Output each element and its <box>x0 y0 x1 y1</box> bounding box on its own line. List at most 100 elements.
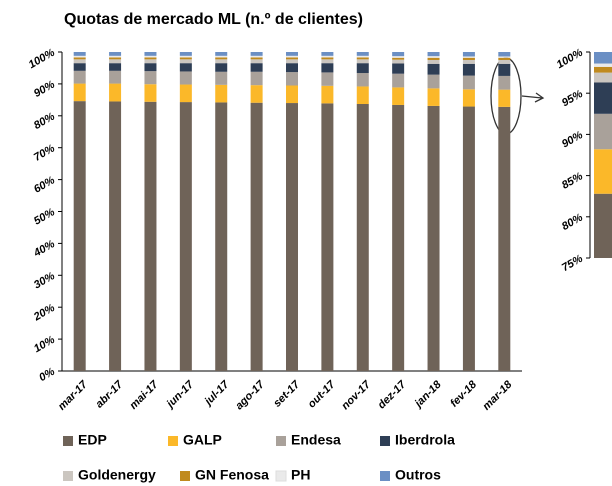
bar-segment <box>462 89 475 107</box>
bar-segment <box>250 85 263 103</box>
y-tick-label: 100% <box>555 47 586 72</box>
bar-segment <box>215 55 228 58</box>
bar-segment <box>427 56 440 58</box>
bar-segment <box>109 70 122 84</box>
legend-marker <box>180 471 190 481</box>
bar-segment <box>73 59 86 64</box>
y-tick-label: 95% <box>560 88 585 110</box>
legend-label: GN Fenosa <box>195 467 269 483</box>
legend-marker <box>276 436 286 446</box>
x-tick-label: mar-17 <box>56 378 91 413</box>
y-tick-label: 90% <box>32 79 57 101</box>
bar-segment <box>356 86 369 104</box>
zoom-bar-segment <box>594 72 612 83</box>
bar-segment <box>109 59 122 64</box>
bar-segment <box>321 59 334 64</box>
bar-segment <box>462 75 475 90</box>
bar-segment <box>356 73 369 87</box>
bar-segment <box>427 88 440 106</box>
legend-marker <box>380 436 390 446</box>
x-tick-label: jul-17 <box>201 378 232 409</box>
bar-segment <box>179 102 192 371</box>
bar-segment <box>179 63 192 72</box>
bar-segment <box>356 55 369 58</box>
x-tick-label: jun-17 <box>163 378 196 411</box>
chart-title: Quotas de mercado ML (n.º de clientes) <box>64 11 363 28</box>
x-tick-label: ago-17 <box>233 378 267 412</box>
bar-segment <box>73 70 86 84</box>
x-tick-label: out-17 <box>306 378 338 410</box>
x-tick-label: dez-17 <box>376 378 409 411</box>
bar-segment <box>250 52 263 56</box>
zoom-bar-segment <box>594 66 612 73</box>
bar-segment <box>427 63 440 75</box>
bar-segment <box>498 59 511 64</box>
y-tick-label: 75% <box>560 253 585 275</box>
bar-segment <box>144 52 157 56</box>
x-tick-label: set-17 <box>271 378 303 410</box>
bar-segment <box>73 57 86 60</box>
bar-segment <box>462 57 475 60</box>
bar-segment <box>462 106 475 371</box>
bar-segment <box>250 102 263 371</box>
y-tick-label: 100% <box>27 47 58 72</box>
legend-label: Endesa <box>291 432 341 448</box>
bar-segment <box>286 85 298 104</box>
bar-segment <box>286 72 298 86</box>
bar-segment <box>462 63 475 76</box>
bar-segment <box>321 57 334 60</box>
bar-segment <box>498 57 511 60</box>
bar-segment <box>144 63 157 72</box>
x-tick-label: mar-18 <box>480 378 515 413</box>
bar-segment <box>321 103 334 371</box>
y-tick-label: 0% <box>37 366 57 384</box>
y-tick-label: 10% <box>32 334 57 356</box>
bar-segment <box>392 59 405 64</box>
zoom-bar-segment <box>594 113 612 150</box>
y-tick-label: 30% <box>32 270 57 292</box>
bar-segment <box>179 55 192 58</box>
bar-segment <box>498 106 511 372</box>
y-tick-label: 85% <box>560 170 585 192</box>
bar-segment <box>179 59 192 64</box>
bar-segment <box>498 89 511 107</box>
bar-segment <box>462 56 475 58</box>
bar-segment <box>215 63 228 72</box>
y-tick-label: 90% <box>560 129 585 151</box>
legend-marker <box>168 436 178 446</box>
bar-segment <box>179 52 192 56</box>
bar-segment <box>286 103 298 371</box>
bar-segment <box>73 55 86 58</box>
bar-segment <box>144 59 157 64</box>
bar-segment <box>392 63 405 74</box>
y-tick-label: 20% <box>31 302 57 324</box>
bar-segment <box>109 57 122 60</box>
bar-segment <box>144 101 157 371</box>
bar-segment <box>215 52 228 56</box>
x-tick-label: jan-18 <box>411 378 444 411</box>
legend-marker <box>275 470 287 482</box>
bar-segment <box>215 59 228 64</box>
bar-segment <box>356 103 369 371</box>
legend-label: EDP <box>78 432 107 448</box>
bar-segment <box>250 71 263 86</box>
bar-segment <box>427 57 440 60</box>
bar-segment <box>321 72 334 86</box>
bar-segment <box>356 59 369 64</box>
legend-marker <box>380 471 390 481</box>
zoom-bar-segment <box>594 52 612 64</box>
bar-segment <box>250 59 263 64</box>
bar-segment <box>392 56 405 58</box>
bar-segment <box>392 104 405 371</box>
bar-segment <box>215 57 228 60</box>
legend-label: Goldenergy <box>78 467 156 483</box>
bar-segment <box>356 52 369 56</box>
zoom-bar-segment <box>594 193 612 258</box>
bar-segment <box>498 52 511 57</box>
bar-segment <box>109 55 122 58</box>
bar-segment <box>109 63 122 71</box>
bar-segment <box>392 73 405 88</box>
bar-segment <box>73 52 86 56</box>
bar-segment <box>250 57 263 60</box>
zoom-bar-segment <box>594 82 612 114</box>
